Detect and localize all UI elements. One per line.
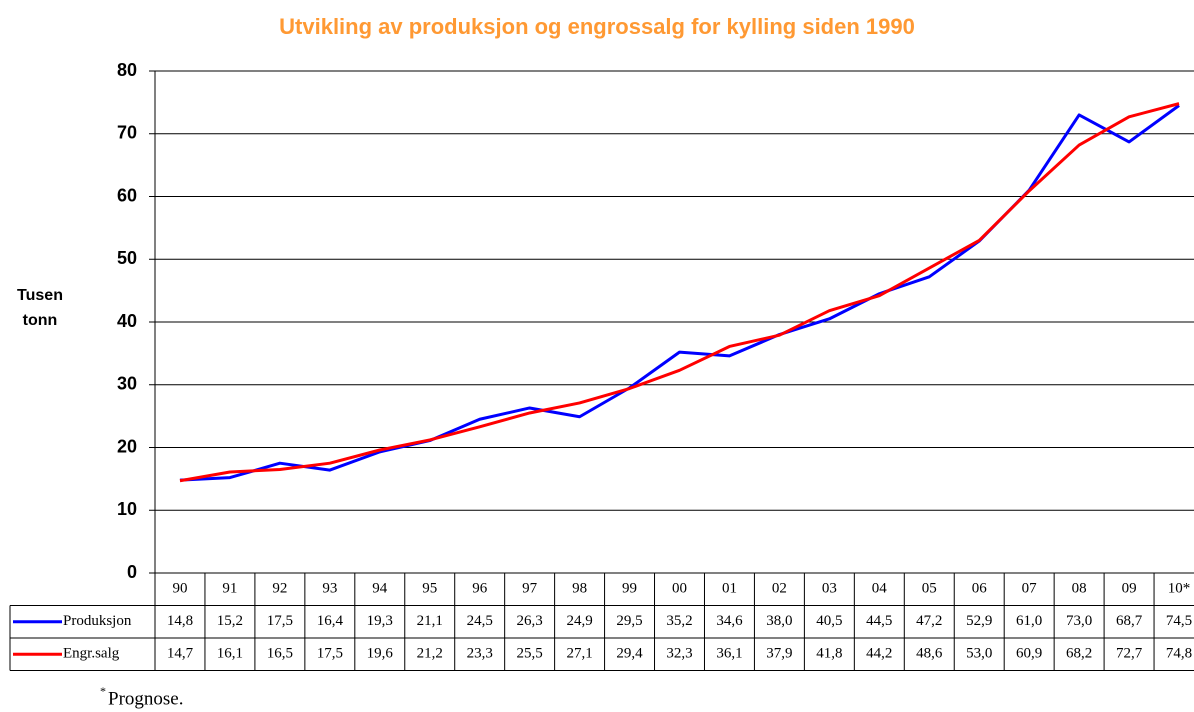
table-value: 53,0: [966, 646, 992, 662]
x-tick-label: 07: [1022, 581, 1038, 597]
table-value: 26,3: [517, 613, 543, 629]
table-value: 17,5: [267, 613, 293, 629]
x-tick-label: 96: [472, 581, 488, 597]
x-tick-label: 00: [672, 581, 687, 597]
table-value: 74,5: [1166, 613, 1192, 629]
y-tick-label: 80: [117, 60, 137, 80]
y-tick-label: 40: [117, 311, 137, 331]
footnote: Prognose.: [108, 688, 183, 709]
table-value: 24,9: [566, 613, 592, 629]
x-tick-label: 08: [1072, 581, 1087, 597]
y-axis-label: Tusen tonn: [17, 287, 63, 329]
series-line: [179, 104, 1180, 482]
table-value: 34,6: [716, 613, 743, 629]
legend-label: Engr.salg: [63, 646, 120, 662]
table-value: 73,0: [1066, 613, 1092, 629]
y-tick-label: 20: [117, 436, 137, 456]
table-value: 61,0: [1016, 613, 1042, 629]
y-tick-label: 70: [117, 123, 137, 143]
x-tick-label: 05: [922, 581, 937, 597]
chart-title: Utvikling av produksjon og engrossalg fo…: [279, 14, 915, 39]
x-tick-label: 92: [272, 581, 287, 597]
table-value: 21,1: [417, 613, 443, 629]
table-value: 16,5: [267, 646, 293, 662]
table-value: 15,2: [217, 613, 243, 629]
table-value: 24,5: [467, 613, 493, 629]
table-value: 23,3: [467, 646, 493, 662]
y-tick-label: 30: [117, 374, 137, 394]
x-tick-label: 03: [822, 581, 837, 597]
table-value: 47,2: [916, 613, 942, 629]
table-value: 38,0: [766, 613, 792, 629]
table-value: 52,9: [966, 613, 992, 629]
table-value: 74,8: [1166, 646, 1192, 662]
table-value: 37,9: [766, 646, 792, 662]
table-value: 29,4: [616, 646, 643, 662]
table-value: 19,3: [367, 613, 393, 629]
table-value: 40,5: [816, 613, 842, 629]
table-value: 72,7: [1116, 646, 1143, 662]
table-value: 17,5: [317, 646, 343, 662]
table-value: 60,9: [1016, 646, 1042, 662]
x-tick-label: 06: [972, 581, 988, 597]
table-value: 48,6: [916, 646, 943, 662]
x-tick-label: 10*: [1168, 581, 1191, 597]
x-tick-label: 95: [422, 581, 437, 597]
table-value: 16,4: [317, 613, 344, 629]
table-value: 68,2: [1066, 646, 1092, 662]
x-tick-label: 98: [572, 581, 587, 597]
table-value: 21,2: [417, 646, 443, 662]
x-tick-label: 02: [772, 581, 787, 597]
x-tick-label: 91: [222, 581, 237, 597]
x-tick-label: 93: [322, 581, 337, 597]
table-value: 68,7: [1116, 613, 1143, 629]
y-tick-label: 50: [117, 248, 137, 268]
y-tick-label: 0: [127, 562, 137, 582]
footnote-marker: *: [100, 684, 106, 698]
table-value: 27,1: [566, 646, 592, 662]
series-line: [179, 102, 1180, 483]
x-tick-label: 97: [522, 581, 538, 597]
table-value: 19,6: [367, 646, 394, 662]
y-tick-label: 60: [117, 185, 137, 205]
x-tick-label: 94: [372, 581, 388, 597]
x-tick-label: 04: [872, 581, 888, 597]
table-value: 32,3: [666, 646, 692, 662]
table-value: 14,7: [167, 646, 194, 662]
x-tick-label: 90: [172, 581, 187, 597]
table-value: 41,8: [816, 646, 842, 662]
x-tick-label: 09: [1122, 581, 1137, 597]
x-tick-label: 99: [622, 581, 637, 597]
table-value: 35,2: [666, 613, 692, 629]
y-tick-label: 10: [117, 499, 137, 519]
legend-label: Produksjon: [63, 613, 132, 629]
table-value: 44,5: [866, 613, 892, 629]
table-value: 16,1: [217, 646, 243, 662]
table-value: 29,5: [616, 613, 642, 629]
table-value: 44,2: [866, 646, 892, 662]
x-tick-label: 01: [722, 581, 737, 597]
table-value: 36,1: [716, 646, 742, 662]
table-value: 25,5: [517, 646, 543, 662]
table-value: 14,8: [167, 613, 193, 629]
